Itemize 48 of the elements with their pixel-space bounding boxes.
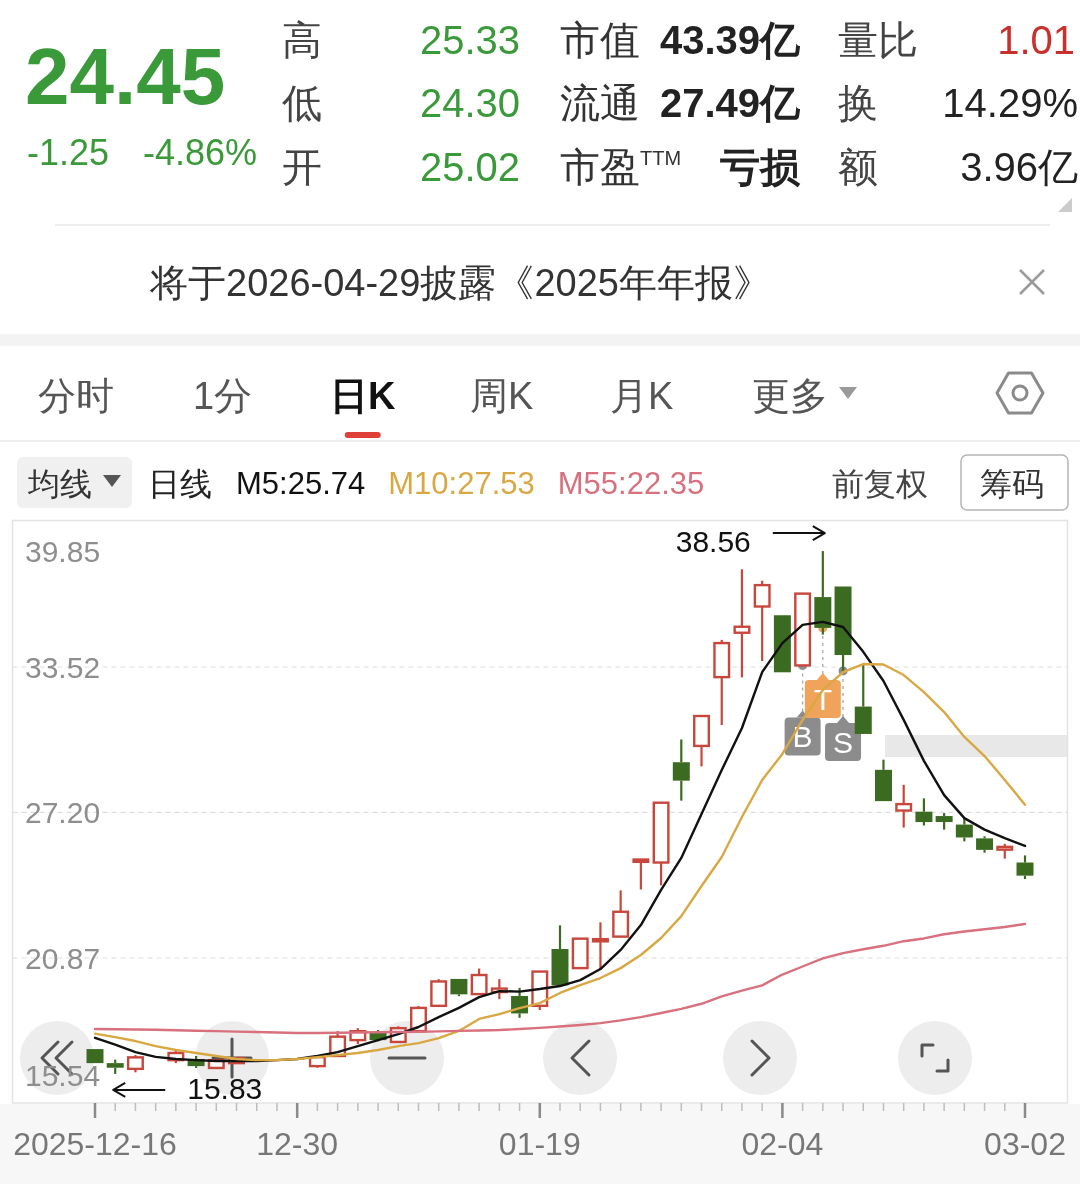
text: -1.25 — [27, 131, 110, 173]
x-tick-label: 12-30 — [256, 1125, 339, 1162]
text: 3.96亿 — [960, 145, 1078, 190]
text: 市值 — [560, 18, 640, 63]
text: 25.02 — [419, 145, 520, 190]
text: 43.39亿 — [659, 18, 801, 63]
y-tick-label: 15.54 — [25, 1059, 101, 1093]
text: 27.49亿 — [659, 81, 801, 126]
text: 分时 — [38, 374, 114, 417]
text: -4.86% — [143, 131, 258, 173]
x-tick-label: 03-02 — [984, 1125, 1066, 1162]
text: 14.29% — [942, 81, 1078, 126]
text: 开 — [282, 145, 322, 190]
text: 换 — [838, 81, 878, 126]
text: 量比 — [838, 18, 918, 63]
text: 均线 — [27, 465, 92, 502]
x-tick-label: 2025-12-16 — [13, 1125, 177, 1162]
text: 24.30 — [419, 81, 520, 126]
text: 亏损 — [720, 145, 801, 190]
text: 1.01 — [997, 18, 1075, 63]
x-tick-label: 01-19 — [498, 1125, 581, 1162]
annotation: S — [833, 725, 854, 759]
text: 24.45 — [25, 31, 226, 121]
text: 周K — [470, 374, 534, 417]
y-tick-label: 39.85 — [25, 535, 101, 569]
text: 高 — [282, 18, 322, 63]
text: 筹码 — [980, 465, 1044, 502]
text: 市盈$^{TTM}$ — [560, 145, 682, 190]
text: M5:25.74 — [236, 466, 366, 502]
text: 25.33 — [419, 18, 520, 63]
x-tick-label: 02-04 — [741, 1125, 824, 1162]
text: 前复权 — [832, 465, 928, 502]
y-tick-label: 27.20 — [25, 796, 101, 830]
text: 流通 — [560, 81, 640, 126]
text: 将于2026-04-29披露《2025年年报》 — [149, 261, 771, 304]
text: 更多 — [752, 374, 828, 417]
annotation: 38.56 — [675, 524, 751, 558]
text: 日K — [330, 374, 396, 417]
text: 低 — [282, 81, 322, 126]
text: M10:27.53 — [388, 466, 535, 502]
text: 额 — [838, 145, 878, 190]
text: 日线 — [148, 465, 212, 502]
text: 1分 — [193, 374, 253, 417]
y-tick-label: 33.52 — [25, 650, 101, 684]
y-tick-label: 20.87 — [25, 941, 101, 975]
text: 月K — [610, 374, 674, 417]
text: M55:22.35 — [557, 466, 705, 502]
annotation: 15.83 — [187, 1071, 263, 1105]
